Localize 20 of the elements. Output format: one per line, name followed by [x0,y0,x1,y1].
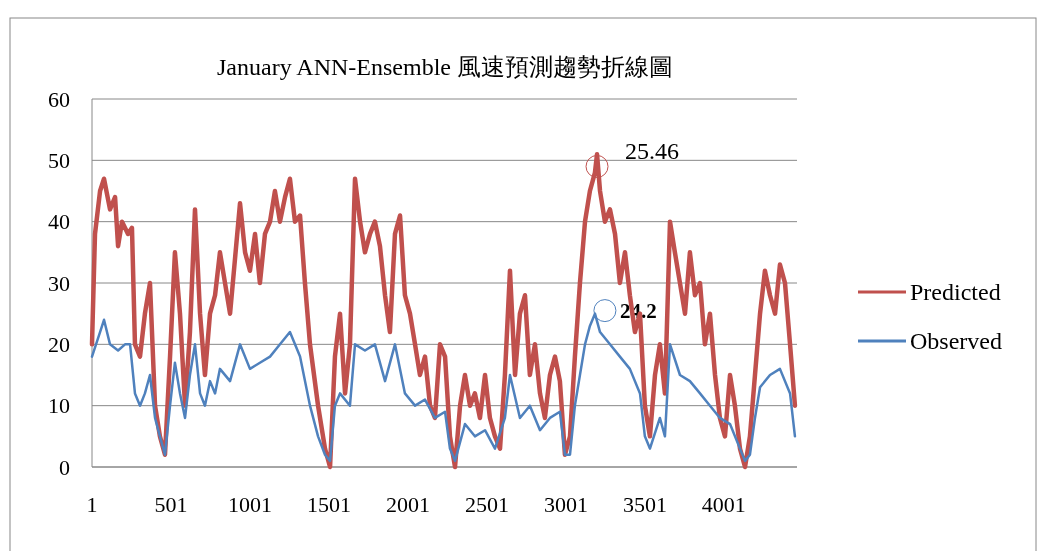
y-tick-label: 60 [48,86,70,112]
x-tick-label: 2501 [464,492,509,517]
x-tick-label: 4001 [701,492,746,517]
x-tick-label: 501 [154,492,188,517]
x-tick-label: 1501 [306,492,351,517]
x-tick-label: 3001 [543,492,588,517]
x-tick-label: 1001 [227,492,272,517]
x-tick-label: 2001 [385,492,430,517]
y-tick-label: 0 [59,454,70,480]
y-tick-label: 10 [48,393,70,419]
legend-label: Predicted [910,279,1001,305]
x-tick-label: 1 [86,492,98,517]
legend-label: Observed [910,328,1002,354]
annotation: 25.46 [625,138,680,165]
y-tick-label: 40 [48,209,70,235]
y-tick-label: 50 [48,147,70,173]
chart-title: January ANN-Ensemble 風速預測趨勢折線圖 [217,54,673,80]
x-tick-label: 3501 [622,492,667,517]
y-tick-label: 30 [48,270,70,296]
y-tick-label: 20 [48,331,70,357]
